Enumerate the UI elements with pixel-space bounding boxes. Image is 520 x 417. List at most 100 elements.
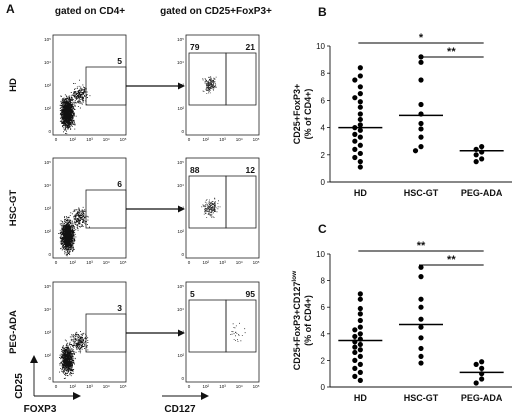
y-axis-label: CD25+FoxP3+ — [292, 84, 302, 145]
data-point — [357, 116, 363, 123]
data-point — [418, 316, 424, 322]
flow-x-tick: 10⁴ — [236, 137, 243, 142]
data-point — [357, 73, 363, 79]
flow-y-tick: 10³ — [44, 83, 51, 88]
cd127-high-gate — [225, 52, 257, 106]
data-point — [352, 77, 358, 83]
cd127-high-percent: 95 — [246, 289, 256, 299]
flow-x-tick: 10⁴ — [236, 384, 243, 389]
data-point — [418, 335, 424, 341]
flow-y-tick: 10⁵ — [44, 160, 51, 165]
flow-x-tick: 10³ — [219, 137, 226, 142]
data-point — [418, 304, 424, 310]
y-tick-label: 2 — [321, 356, 326, 365]
data-point — [418, 345, 424, 352]
flow-x-tick: 0 — [188, 137, 191, 142]
data-point — [418, 77, 424, 83]
flow-x-tick: 10⁴ — [103, 384, 110, 389]
category-label: HSC-GT — [404, 188, 439, 198]
chart-b: 0 2 4 6 8 10 CD25+FoxP3+ (% of CD4+) HD HSC-GT PEG… — [292, 32, 512, 198]
panel-a-letter: A — [6, 2, 15, 16]
treg-dotplot — [185, 281, 260, 383]
data-point — [418, 274, 424, 280]
flow-x-tick: 10⁵ — [120, 137, 127, 142]
data-point — [418, 264, 424, 270]
data-point — [357, 150, 363, 157]
cd4-events — [58, 206, 90, 257]
cd4-events — [59, 79, 91, 135]
treg-dotplot — [185, 34, 260, 136]
axis-label-cd25: CD25 — [14, 373, 25, 399]
data-point — [479, 365, 485, 371]
flow-x-tick: 10² — [202, 137, 209, 142]
data-point — [418, 296, 424, 302]
cd127-low-percent: 79 — [190, 42, 200, 52]
cd4-events — [59, 330, 89, 379]
data-point — [479, 376, 485, 382]
data-point — [418, 353, 424, 360]
data-point — [357, 305, 363, 312]
data-point — [357, 347, 363, 353]
data-point — [357, 291, 363, 297]
flow-x-tick: 10² — [69, 260, 76, 265]
data-point — [357, 377, 363, 383]
significance-label: ** — [417, 240, 426, 252]
flow-y-tick: 0 — [181, 129, 184, 134]
gate-percent: 5 — [117, 56, 122, 66]
data-point — [479, 156, 485, 162]
category-label: PEG-ADA — [461, 393, 503, 403]
cd127-high-gate — [225, 175, 257, 229]
treg-dotplot — [185, 157, 260, 259]
data-point — [352, 357, 358, 363]
y-axis-label: CD25+FoxP3+CD127low — [291, 270, 302, 370]
flow-x-tick: 10² — [69, 137, 76, 142]
flow-y-tick: 10² — [44, 106, 51, 111]
cd127-low-percent: 88 — [190, 165, 200, 175]
y-tick-label: 10 — [316, 250, 325, 259]
data-point — [357, 296, 363, 302]
flow-y-tick: 10⁴ — [44, 183, 51, 188]
flow-x-tick: 10⁵ — [253, 260, 260, 265]
flow-x-tick: 10³ — [86, 384, 93, 389]
data-point — [473, 380, 479, 386]
flow-y-tick: 10² — [44, 229, 51, 234]
data-point — [357, 369, 363, 375]
flow-x-tick: 10² — [202, 384, 209, 389]
data-point — [357, 91, 363, 97]
flow-y-tick: 10² — [177, 106, 184, 111]
category-label: HSC-GT — [404, 393, 439, 403]
arrow-head-icon — [178, 205, 185, 213]
flow-x-tick: 10⁴ — [103, 137, 110, 142]
cd127-high-percent: 12 — [246, 165, 256, 175]
flow-y-tick: 10³ — [44, 330, 51, 335]
axis-label-cd127: CD127 — [164, 404, 196, 415]
flow-y-tick: 10³ — [44, 206, 51, 211]
y-axis-label: (% of CD4+) — [303, 89, 313, 140]
data-point — [357, 127, 363, 133]
data-point — [357, 84, 363, 90]
flow-y-tick: 10² — [44, 353, 51, 358]
flow-x-tick: 0 — [55, 260, 58, 265]
treg-events — [202, 76, 217, 94]
data-point — [352, 333, 358, 340]
flow-y-tick: 10⁵ — [177, 37, 184, 42]
flow-y-tick: 10⁴ — [44, 307, 51, 312]
data-point — [357, 104, 363, 110]
data-point — [357, 142, 363, 148]
y-tick-label: 0 — [321, 178, 326, 187]
significance-label: * — [419, 32, 424, 44]
flow-x-tick: 10² — [69, 384, 76, 389]
data-point — [352, 131, 358, 137]
flow-y-tick: 10⁴ — [177, 183, 184, 188]
flow-y-tick: 0 — [48, 376, 51, 381]
data-point — [352, 95, 358, 101]
y-tick-label: 2 — [321, 151, 326, 160]
flow-plots: HD10⁵10⁴10³10²0010²10³10⁴10⁵10⁵10⁴10³10²… — [8, 34, 260, 389]
data-point — [418, 360, 424, 366]
y-axis-label: (% of CD4+) — [303, 295, 313, 346]
flow-row: HD10⁵10⁴10³10²0010²10³10⁴10⁵10⁵10⁴10³10²… — [8, 34, 260, 142]
flow-x-tick: 10⁴ — [103, 260, 110, 265]
